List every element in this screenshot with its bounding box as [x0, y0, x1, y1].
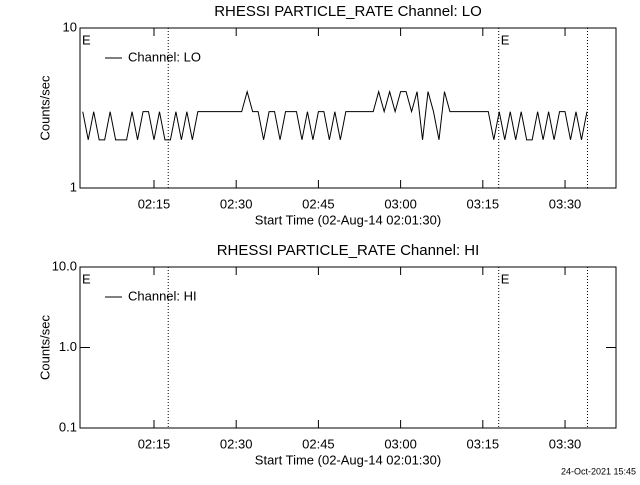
y-tick-label: 1.0 — [59, 339, 77, 354]
chart-title: RHESSI PARTICLE_RATE Channel: HI — [217, 242, 480, 259]
x-tick-label: 02:30 — [220, 436, 253, 451]
annotation: E — [501, 271, 510, 286]
annotation: E — [501, 32, 510, 47]
y-tick-label: 10.0 — [52, 258, 77, 273]
y-tick-label: 10 — [63, 19, 77, 34]
y-axis-label: Counts/sec — [37, 314, 52, 380]
x-tick-label: 02:45 — [302, 196, 335, 211]
x-tick-label: 02:30 — [220, 196, 253, 211]
chart-title: RHESSI PARTICLE_RATE Channel: LO — [214, 3, 482, 20]
legend-label: Channel: HI — [128, 288, 197, 303]
x-axis-label: Start Time (02-Aug-14 02:01:30) — [255, 212, 441, 227]
footer: 24-Oct-2021 15:45 — [561, 466, 636, 476]
x-tick-label: 03:15 — [467, 436, 500, 451]
annotation: E — [82, 32, 91, 47]
x-tick-label: 03:15 — [467, 196, 500, 211]
x-tick-label: 03:00 — [384, 196, 417, 211]
data-line — [82, 89, 588, 141]
x-tick-label: 03:30 — [549, 196, 582, 211]
x-tick-label: 02:15 — [138, 436, 171, 451]
y-tick-label: 1 — [70, 179, 77, 194]
annotation: E — [82, 271, 91, 286]
x-tick-label: 02:15 — [138, 196, 171, 211]
y-axis-label: Counts/sec — [37, 75, 52, 141]
y-tick-label: 0.1 — [59, 419, 77, 434]
x-tick-label: 02:45 — [302, 436, 335, 451]
legend-label: Channel: LO — [128, 49, 201, 64]
x-tick-label: 03:00 — [384, 436, 417, 451]
plot-frame — [79, 27, 617, 189]
x-axis-label: Start Time (02-Aug-14 02:01:30) — [255, 452, 441, 467]
x-tick-label: 03:30 — [549, 436, 582, 451]
